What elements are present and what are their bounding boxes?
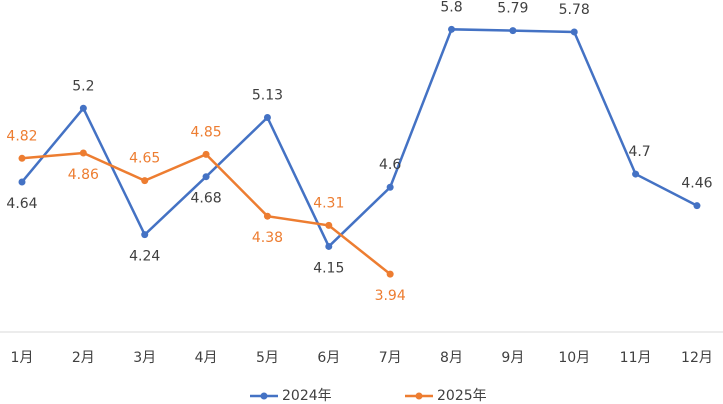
data-label: 4.15	[313, 260, 344, 276]
data-point	[386, 183, 394, 191]
data-point	[202, 150, 210, 158]
data-point	[263, 212, 271, 220]
x-tick-label: 3月	[133, 350, 156, 366]
data-label: 4.6	[379, 157, 401, 173]
data-label: 4.46	[681, 176, 712, 192]
data-point	[693, 202, 701, 210]
data-point	[202, 173, 210, 181]
data-point	[18, 178, 26, 186]
data-label: 4.24	[129, 249, 160, 265]
legend-label: 2024年	[282, 388, 332, 404]
data-point	[141, 231, 149, 239]
data-point	[386, 270, 394, 278]
x-tick-label: 1月	[11, 350, 34, 366]
data-point	[570, 28, 578, 36]
data-label: 5.13	[252, 87, 283, 103]
x-tick-label: 10月	[558, 350, 590, 366]
data-label: 4.85	[190, 124, 221, 140]
data-point	[448, 25, 456, 33]
legend-marker	[260, 392, 268, 400]
data-label: 5.2	[72, 78, 94, 94]
data-label: 5.78	[559, 2, 590, 18]
data-label: 5.79	[497, 1, 528, 17]
data-point	[79, 149, 87, 157]
x-tick-label: 4月	[195, 350, 218, 366]
data-label: 4.64	[6, 196, 37, 212]
data-point	[325, 242, 333, 250]
data-point	[18, 154, 26, 162]
x-tick-label: 12月	[681, 350, 713, 366]
data-label: 4.86	[68, 167, 99, 183]
x-tick-label: 9月	[501, 350, 524, 366]
legend-marker	[415, 392, 423, 400]
x-tick-label: 8月	[440, 350, 463, 366]
data-point	[141, 177, 149, 185]
data-point	[79, 104, 87, 112]
x-tick-label: 11月	[620, 350, 652, 366]
data-point	[263, 113, 271, 121]
data-label: 4.68	[190, 191, 221, 207]
series-line	[21, 28, 698, 249]
data-label: 4.65	[129, 151, 160, 167]
legend-label: 2025年	[437, 388, 487, 404]
data-point	[509, 27, 517, 35]
x-tick-label: 2月	[72, 350, 95, 366]
data-point	[325, 221, 333, 229]
data-label: 4.7	[628, 144, 650, 160]
data-label: 3.94	[375, 288, 406, 304]
data-label: 4.82	[6, 128, 37, 144]
data-label: 4.31	[313, 195, 344, 211]
x-tick-label: 6月	[317, 350, 340, 366]
data-label: 4.38	[252, 230, 283, 246]
x-tick-label: 7月	[379, 350, 402, 366]
data-label: 5.8	[440, 0, 462, 15]
x-tick-label: 5月	[256, 350, 279, 366]
data-point	[632, 170, 640, 178]
